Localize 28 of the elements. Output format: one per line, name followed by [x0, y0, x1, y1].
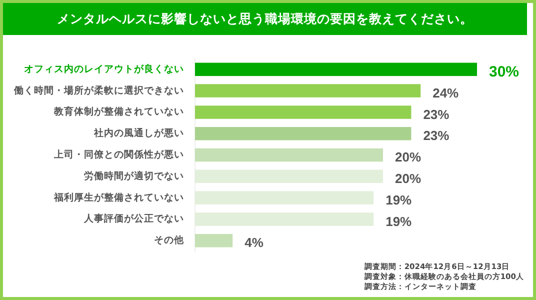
y-tick-label: その他 [154, 234, 185, 246]
bar [195, 84, 421, 98]
data-label: 30% [489, 64, 520, 81]
y-tick-label: 福利厚生が整備されていない [53, 191, 184, 204]
data-label: 20% [395, 150, 422, 165]
y-tick-label: 教育体制が整備されていない [53, 106, 184, 118]
bar [195, 234, 233, 248]
data-label: 19% [386, 214, 412, 229]
y-tick-label: 上司・同僚との関係性が悪い [53, 148, 184, 160]
data-label: 19% [386, 192, 412, 208]
data-label: 4% [244, 235, 264, 250]
data-label: 23% [423, 128, 450, 144]
y-tick-label: 人事評価が公正でない [83, 212, 184, 225]
bar [195, 126, 412, 140]
bar [195, 106, 412, 119]
bar [195, 170, 383, 184]
y-tick-label: 労働時間が適切でない [84, 170, 184, 182]
bar [195, 62, 477, 76]
bar [195, 191, 374, 204]
bar [195, 148, 383, 162]
y-tick-label: オフィス内のレイアウトが良くない [24, 62, 184, 75]
data-label: 23% [423, 106, 450, 122]
data-label: 24% [432, 85, 460, 100]
y-tick-label: 働く時間・場所が柔軟に選択できない [13, 84, 184, 96]
data-label: 20% [395, 170, 422, 186]
y-tick-label: 社内の風通しが悪い [93, 127, 184, 140]
bar [195, 212, 374, 226]
chart-title: メンタルヘルスに影響しないと思う職場環境の要因を教えてください。 [3, 3, 527, 35]
